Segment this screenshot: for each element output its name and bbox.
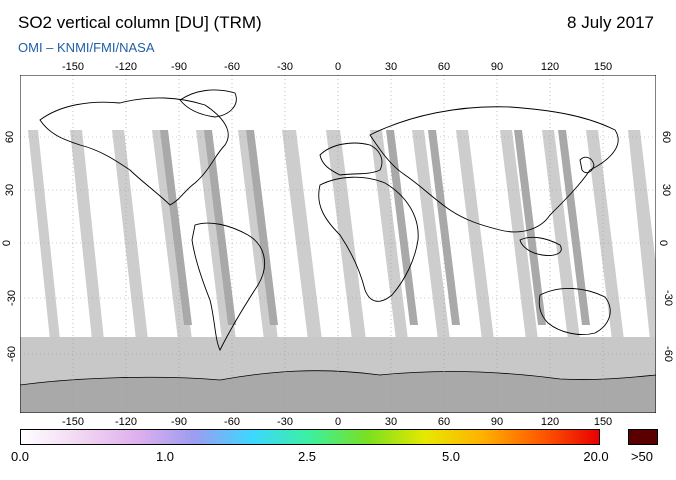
lon-tick-bottom: -60 — [224, 416, 240, 428]
lat-tick-right: 60 — [660, 130, 673, 144]
overlap-stripe — [160, 130, 192, 325]
colorbar-gradient — [21, 430, 599, 444]
lon-tick-top: -150 — [61, 61, 85, 73]
colorbar-label: 1.0 — [155, 449, 175, 464]
orbit-stripe — [586, 130, 624, 340]
lat-tick-left: 60 — [4, 130, 17, 144]
colorbar-label: 0.0 — [10, 449, 30, 464]
orbit-stripe — [112, 130, 148, 340]
lon-tick-bottom: 60 — [437, 416, 451, 428]
orbit-stripe — [456, 130, 494, 340]
lat-tick-left: 30 — [4, 183, 17, 197]
lon-tick-bottom: 150 — [593, 416, 613, 428]
map-title: SO2 vertical column [DU] (TRM) — [18, 13, 262, 32]
japan-coast — [579, 156, 595, 174]
lon-tick-bottom: -120 — [114, 416, 138, 428]
world-map — [20, 75, 656, 413]
colorbar-label: 20.0 — [583, 449, 609, 464]
south-america-coast — [191, 222, 266, 352]
asia-coast — [369, 106, 619, 233]
lon-tick-bottom: 0 — [334, 416, 342, 428]
lon-tick-top: 30 — [384, 61, 398, 73]
lat-tick-right: -30 — [661, 290, 674, 306]
overlap-stripe — [386, 130, 418, 325]
graticule — [20, 75, 656, 413]
europe-coast — [319, 142, 383, 176]
indonesia-coast — [519, 236, 562, 256]
lon-tick-top: 90 — [490, 61, 504, 73]
lon-tick-bottom: 90 — [490, 416, 504, 428]
orbit-stripe — [326, 130, 366, 340]
lat-tick-left: -60 — [5, 346, 18, 362]
colorbar-label: 5.0 — [441, 449, 461, 464]
map-date: 8 July 2017 — [567, 13, 654, 32]
orbit-stripe — [70, 130, 104, 340]
australia-coast — [538, 287, 611, 335]
overlap-stripe — [558, 130, 590, 325]
colorbar-label: 2.5 — [297, 449, 317, 464]
lon-tick-top: 60 — [437, 61, 451, 73]
north-america-coast — [39, 97, 229, 206]
africa-coast — [318, 176, 419, 302]
orbit-stripe — [500, 130, 538, 340]
overlap-stripe — [204, 130, 236, 325]
lon-tick-bottom: -150 — [61, 416, 85, 428]
lon-tick-top: 0 — [334, 61, 342, 73]
lat-tick-left: 0 — [1, 239, 14, 247]
overlap-stripes — [160, 130, 590, 325]
orbit-stripe — [28, 130, 60, 340]
orbit-gap-stripes — [28, 130, 656, 340]
greenland-coast — [179, 89, 237, 118]
overlap-stripe — [514, 130, 546, 325]
lat-tick-right: 0 — [657, 239, 670, 247]
lon-tick-top: 120 — [540, 61, 560, 73]
lon-tick-top: -30 — [277, 61, 293, 73]
lon-tick-top: -90 — [171, 61, 187, 73]
data-credit: OMI – KNMI/FMI/NASA — [18, 40, 155, 55]
orbit-stripe — [628, 130, 656, 340]
coastlines — [39, 89, 619, 352]
lat-tick-right: 30 — [660, 183, 673, 197]
orbit-stripe — [542, 130, 580, 340]
lon-tick-top: -120 — [114, 61, 138, 73]
orbit-stripe — [282, 130, 322, 340]
lon-tick-bottom: -30 — [277, 416, 293, 428]
colorbar-over-label: >50 — [630, 449, 654, 464]
lat-tick-left: -30 — [5, 290, 18, 306]
colorbar-over-swatch — [628, 429, 658, 445]
lon-tick-bottom: -90 — [171, 416, 187, 428]
lon-tick-bottom: 120 — [540, 416, 560, 428]
lat-tick-right: -60 — [661, 346, 674, 362]
colorbar — [20, 429, 600, 445]
orbit-stripe — [412, 130, 450, 340]
lon-tick-bottom: 30 — [384, 416, 398, 428]
lon-tick-top: -60 — [224, 61, 240, 73]
lon-tick-top: 150 — [593, 61, 613, 73]
overlap-stripe — [246, 130, 278, 325]
